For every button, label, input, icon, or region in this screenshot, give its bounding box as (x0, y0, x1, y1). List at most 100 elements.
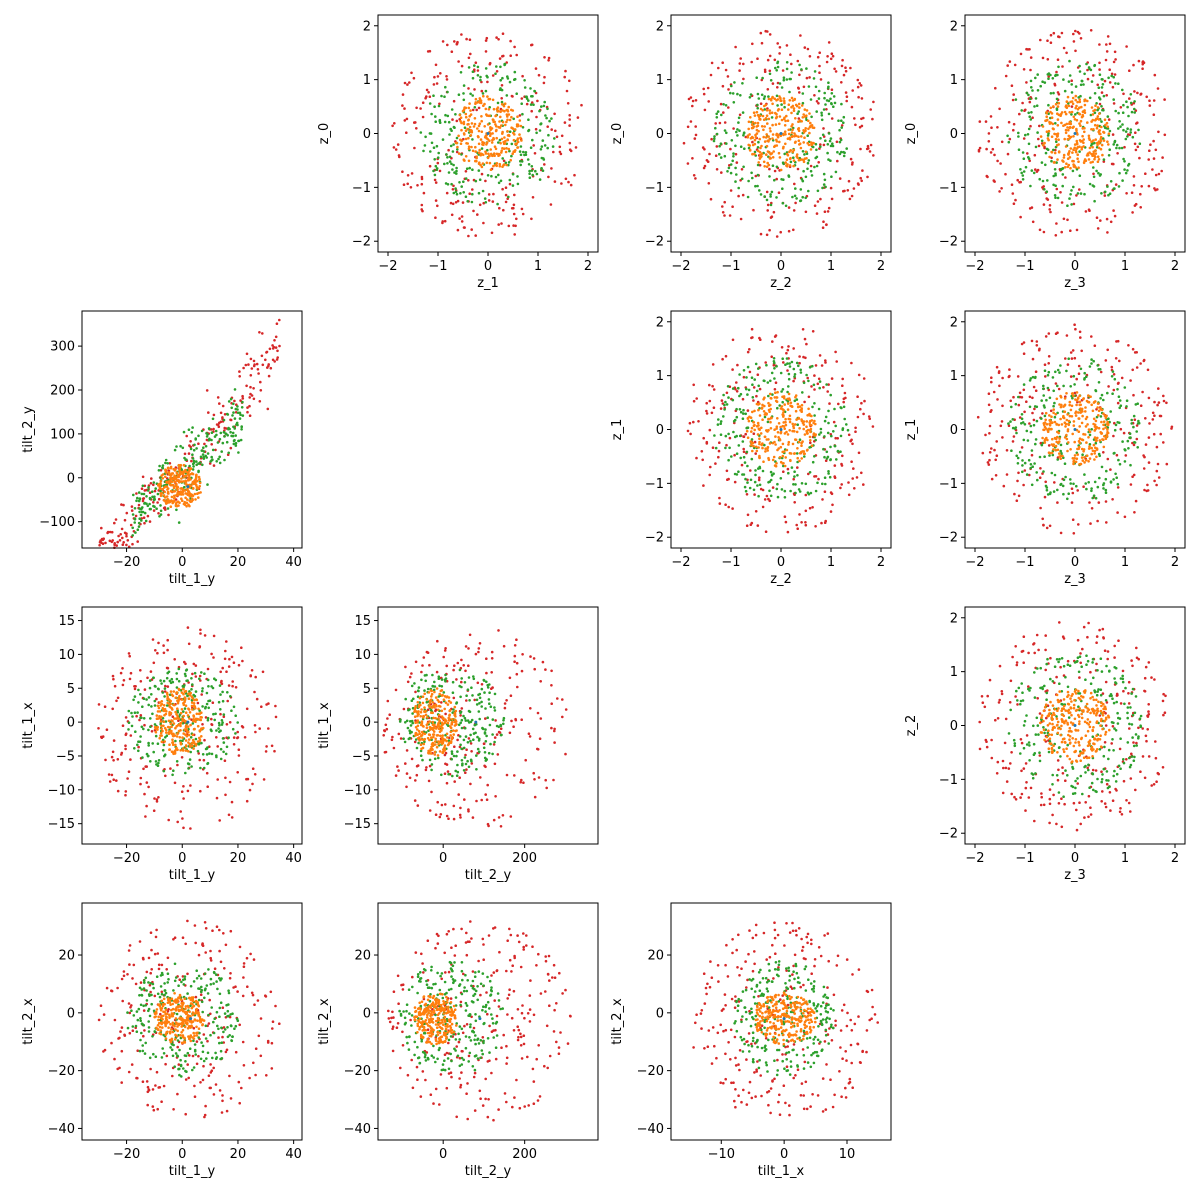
scatter-point (830, 492, 834, 496)
scatter-point (757, 427, 761, 431)
scatter-point (1025, 47, 1028, 51)
scatter-point (830, 92, 834, 95)
scatter-point (796, 527, 799, 530)
scatter-point (1098, 73, 1102, 76)
scatter-point (499, 79, 503, 82)
scatter-point (1066, 497, 1069, 501)
scatter-point (542, 81, 546, 85)
scatter-point (989, 115, 993, 118)
scatter-point (221, 416, 224, 419)
scatter-point (706, 86, 710, 90)
scatter-point (152, 483, 155, 487)
scatter-point (466, 127, 469, 131)
scatter-point (1067, 357, 1070, 361)
scatter-point (723, 408, 726, 411)
scatter-point (761, 76, 764, 80)
scatter-point (1122, 431, 1126, 435)
scatter-point (485, 36, 489, 40)
scatter-point (1063, 110, 1067, 114)
scatter-point (1093, 123, 1097, 127)
y-tick-label: 0 (656, 423, 664, 438)
scatter-point (776, 86, 779, 89)
scatter-point (711, 363, 715, 366)
scatter-point (276, 349, 279, 353)
scatter-point (803, 108, 807, 111)
scatter-point (1091, 74, 1095, 77)
scatter-point (1041, 179, 1045, 183)
scatter-point (440, 94, 443, 98)
scatter-point (1074, 113, 1077, 116)
scatter-point (756, 163, 760, 167)
scatter-point (1119, 404, 1123, 408)
scatter-point (1011, 98, 1015, 102)
scatter-point (554, 129, 557, 133)
scatter-point (774, 443, 777, 446)
scatter-point (1049, 92, 1053, 95)
scatter-point (163, 496, 167, 499)
scatter-point (810, 444, 814, 448)
scatter-point (519, 145, 523, 148)
scatter-point (775, 177, 778, 181)
scatter-point (510, 115, 513, 119)
scatter-point (1048, 122, 1052, 125)
scatter-point (264, 358, 267, 362)
scatter-point (735, 130, 738, 134)
scatter-point (1015, 499, 1019, 503)
scatter-point (124, 744, 127, 747)
scatter-point (1156, 87, 1160, 90)
scatter-point (1086, 121, 1089, 124)
scatter-point (1077, 166, 1080, 169)
scatter-point (493, 154, 496, 157)
scatter-point (845, 99, 848, 103)
scatter-point (1029, 124, 1032, 128)
scatter-point (122, 503, 125, 507)
scatter-point (1022, 68, 1026, 71)
scatter-point (1085, 415, 1089, 419)
scatter-point (187, 473, 190, 477)
scatter-point (1112, 209, 1115, 212)
scatter-point (776, 65, 780, 69)
scatter-point (1128, 97, 1131, 100)
scatter-point (473, 88, 476, 91)
scatter-point (164, 485, 167, 488)
scatter-point (841, 428, 844, 432)
scatter-point (767, 481, 770, 484)
scatter-point (163, 506, 167, 509)
scatter-point (1010, 449, 1013, 453)
scatter-point (469, 109, 472, 112)
scatter-point (1065, 104, 1068, 107)
scatter-point (225, 427, 228, 430)
scatter-point (1128, 69, 1131, 72)
scatter-point (1075, 194, 1078, 197)
scatter-point (812, 383, 816, 387)
scatter-point (504, 193, 508, 197)
scatter-point (769, 470, 773, 474)
x-axis-label: z_3 (1064, 276, 1086, 291)
scatter-point (775, 196, 778, 199)
scatter-point (727, 88, 730, 91)
scatter-point (195, 485, 198, 488)
scatter-point (782, 361, 785, 364)
scatter-point (142, 767, 145, 771)
scatter-point (1039, 135, 1043, 138)
scatter-point (771, 82, 775, 85)
scatter-point (781, 462, 785, 465)
scatter-point (1155, 483, 1158, 487)
scatter-point (492, 118, 495, 122)
scatter-point (143, 511, 147, 515)
scatter-point (859, 407, 862, 411)
scatter-point (452, 143, 455, 146)
scatter-point (1055, 97, 1059, 101)
scatter-point (191, 462, 195, 466)
scatter-point (725, 443, 728, 447)
scatter-point (1012, 435, 1016, 438)
scatter-point (425, 88, 429, 92)
scatter-point (761, 446, 764, 450)
scatter-point (1070, 100, 1074, 103)
scatter-point (208, 462, 212, 465)
scatter-point (1074, 149, 1078, 152)
scatter-point (450, 182, 453, 186)
scatter-point (1090, 335, 1093, 338)
scatter-point (1106, 420, 1109, 424)
scatter-point (724, 68, 728, 72)
